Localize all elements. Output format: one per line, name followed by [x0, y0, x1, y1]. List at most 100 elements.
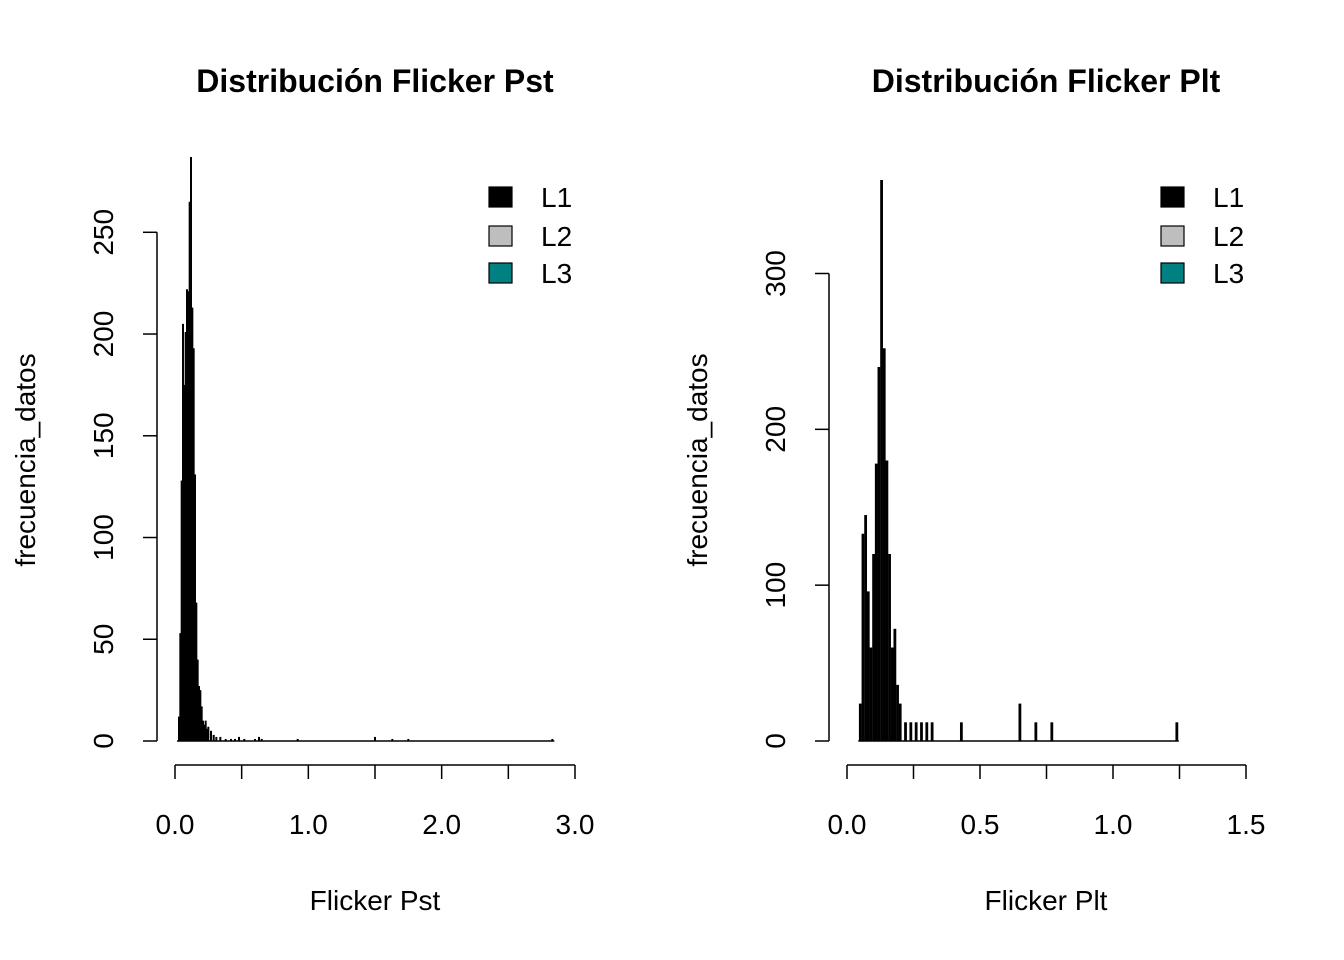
legend-label: L3: [1213, 258, 1244, 289]
x-axis-label: Flicker Pst: [310, 885, 441, 916]
histogram-bar: [200, 706, 203, 741]
histogram-bar: [178, 716, 180, 741]
histogram-bar: [930, 722, 934, 741]
x-tick-label: 0.5: [961, 809, 1000, 840]
histogram-bar: [869, 647, 873, 741]
histogram-bar: [188, 201, 191, 742]
histogram-bar: [180, 480, 183, 741]
histogram-bar: [861, 533, 865, 741]
histogram-bar: [179, 633, 182, 741]
histogram-bar: [203, 724, 206, 741]
chart-panel-plt: Distribución Flicker Plt Flicker Plt fre…: [682, 63, 1265, 916]
histogram-bar: [890, 647, 894, 741]
histogram-bar: [959, 722, 963, 741]
y-tick-label: 100: [760, 562, 791, 609]
histogram-bar: [219, 736, 222, 741]
histogram-bar: [866, 591, 870, 741]
legend-swatch: [1160, 262, 1185, 284]
y-tick-label: 0: [88, 733, 119, 749]
histogram-bar: [198, 686, 200, 741]
histogram-bar: [207, 726, 210, 741]
legend-label: L1: [541, 182, 572, 213]
legend-label: L1: [1213, 182, 1244, 213]
histogram-bar: [215, 736, 218, 741]
legend-swatch: [1160, 225, 1185, 247]
histogram-bar: [551, 738, 554, 741]
histogram-bar: [212, 734, 215, 741]
x-tick-label: 0.0: [156, 809, 195, 840]
histogram-bar: [909, 722, 913, 741]
x-tick-label: 1.0: [289, 809, 328, 840]
histogram-bar: [238, 736, 240, 741]
x-axis-label: Flicker Plt: [985, 885, 1108, 916]
histogram-bar: [925, 722, 929, 741]
histogram-bar: [230, 738, 232, 741]
histogram-bar: [391, 738, 394, 741]
histogram-bar: [254, 738, 256, 741]
histogram-bar: [260, 738, 263, 741]
histogram-bar: [882, 348, 886, 741]
legend-swatch: [488, 262, 513, 284]
histogram-bar: [196, 659, 199, 741]
histogram-bar: [1050, 722, 1054, 741]
histogram-bar: [888, 554, 891, 741]
histogram-bar: [880, 180, 883, 741]
histogram-bar: [186, 289, 188, 741]
histogram-bar: [204, 720, 207, 741]
histogram-bar: [182, 323, 184, 741]
histogram-bar: [914, 722, 918, 741]
histogram-bar: [224, 738, 227, 741]
histogram-bar: [1034, 722, 1038, 741]
histogram-bar: [874, 463, 878, 741]
legend-label: L2: [541, 221, 572, 252]
y-tick-label: 200: [88, 311, 119, 358]
chart-panel-pst: Distribución Flicker Pst Flicker Pst fre…: [10, 63, 594, 916]
histogram-bar: [192, 348, 195, 741]
histogram-bar: [199, 690, 202, 741]
legend-swatch: [488, 186, 513, 208]
histogram-bar: [191, 307, 194, 741]
histogram-bar: [187, 291, 190, 741]
histogram-bar: [202, 720, 204, 741]
histogram-bar: [407, 738, 410, 741]
histogram-bar: [184, 331, 187, 741]
legend-swatch: [488, 225, 513, 247]
histogram-bar: [206, 728, 208, 741]
legend-swatch: [1160, 186, 1185, 208]
histogram-bar: [885, 460, 889, 741]
histogram-bar: [258, 736, 260, 741]
y-tick-label: 150: [88, 412, 119, 459]
y-tick-label: 100: [88, 514, 119, 561]
legend-label: L2: [1213, 221, 1244, 252]
histogram-bar: [296, 738, 299, 741]
histogram-bar: [904, 722, 907, 741]
histogram-bar: [858, 703, 862, 741]
y-tick-label: 300: [760, 250, 791, 297]
y-tick-label: 200: [760, 406, 791, 453]
legend-label: L3: [541, 258, 572, 289]
histogram-bar: [893, 628, 897, 741]
histogram-bar: [195, 602, 198, 741]
histogram-bar: [1175, 722, 1179, 741]
histogram-bar: [1018, 703, 1022, 741]
y-tick-label: 50: [88, 624, 119, 655]
y-tick-label: 250: [88, 209, 119, 256]
histogram-bar: [920, 722, 923, 741]
chart-title: Distribución Flicker Plt: [872, 63, 1221, 99]
histogram-bar: [190, 157, 192, 741]
histogram-bar: [898, 703, 902, 741]
histogram-bar: [194, 474, 196, 741]
histogram-bar: [872, 554, 875, 741]
x-tick-label: 1.0: [1094, 809, 1133, 840]
histogram-bar: [374, 736, 376, 741]
x-tick-label: 0.0: [828, 809, 867, 840]
histogram-bar: [210, 730, 212, 741]
x-tick-label: 1.5: [1227, 809, 1266, 840]
histogram-bar: [877, 367, 881, 741]
histogram-bar: [243, 738, 246, 741]
chart-title: Distribución Flicker Pst: [196, 63, 554, 99]
histogram-bar: [896, 684, 899, 741]
x-tick-label: 3.0: [556, 809, 595, 840]
histogram-bar: [183, 384, 186, 741]
